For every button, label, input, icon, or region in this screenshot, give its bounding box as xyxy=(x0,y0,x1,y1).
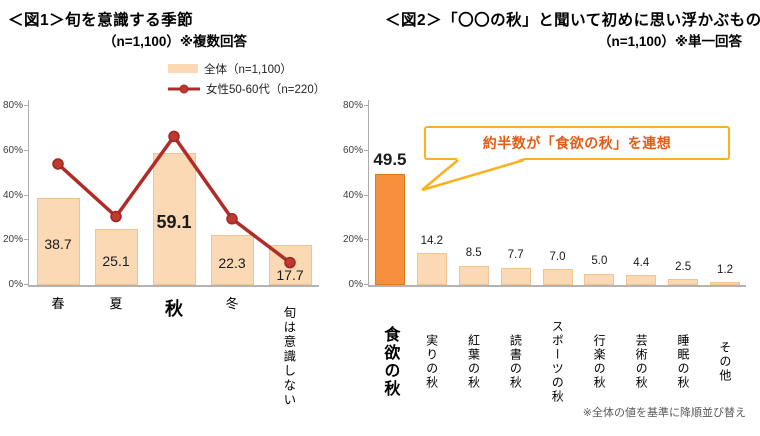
y-axis-label: 0% xyxy=(348,279,363,290)
y-axis-tick xyxy=(364,105,368,106)
y-axis-label: 0% xyxy=(8,279,23,290)
bar-value-label: 59.1 xyxy=(156,212,192,232)
y-axis-tick xyxy=(24,239,28,241)
line-point-春 xyxy=(52,158,64,170)
y-axis-label: 20% xyxy=(342,234,363,246)
callout-text: 約半数が「食欲の秋」を連想 xyxy=(482,135,672,151)
y-axis-label: 60% xyxy=(342,144,363,156)
bar-swatch-icon xyxy=(168,64,198,73)
category-label-芸術の秋: 芸術の秋 xyxy=(634,334,649,390)
y-axis-label: 60% xyxy=(2,144,23,156)
y-axis-tick xyxy=(24,149,28,151)
bar-春 xyxy=(36,198,80,285)
bar-夏 xyxy=(94,228,138,285)
legend-label-overall: 全体（n=1,100） xyxy=(204,63,292,76)
y-axis-tick xyxy=(364,149,368,151)
category-label-睡眠の秋: 睡眠の秋 xyxy=(675,334,690,390)
category-label-スポーツの秋: スポーツの秋 xyxy=(550,320,565,404)
bar-value-label: 7.0 xyxy=(549,250,566,263)
category-label-紅葉の秋: 紅葉の秋 xyxy=(466,334,481,390)
fig2-title: ＜図2＞「〇〇の秋」と聞いて初めに思い浮かぶもの xyxy=(385,12,760,29)
category-label-実りの秋: 実りの秋 xyxy=(424,334,439,390)
category-label-冬: 冬 xyxy=(225,296,239,311)
fig2-subtitle: （n=1,100）※単一回答 xyxy=(597,34,742,49)
bar-冬 xyxy=(210,235,254,285)
y-axis-tick xyxy=(364,239,368,241)
bar-value-label: 5.0 xyxy=(591,255,608,268)
bar-食欲の秋 xyxy=(374,174,405,285)
line-point-冬 xyxy=(226,213,238,225)
callout-bubble: 約半数が「食欲の秋」を連想 xyxy=(424,126,730,160)
bar-value-label: 22.3 xyxy=(218,255,246,271)
bar-行楽の秋 xyxy=(584,273,615,285)
bar-value-label: 17.7 xyxy=(276,267,304,283)
bar-読書の秋 xyxy=(500,267,531,285)
bar-芸術の秋 xyxy=(626,275,657,285)
category-label-食欲の秋: 食欲の秋 xyxy=(381,326,399,398)
y-axis-tick xyxy=(364,194,368,196)
y-axis-tick xyxy=(24,284,28,285)
bar-睡眠の秋 xyxy=(668,279,699,285)
bar-value-label: 14.2 xyxy=(420,234,444,247)
bar-value-label: 4.4 xyxy=(633,256,650,269)
category-label-旬は意識しない: 旬は意識しない xyxy=(281,306,296,408)
line-point-旬は意識しない xyxy=(284,256,296,269)
y-axis-tick xyxy=(364,284,368,285)
fig2-plot: 0% 20% 40% 60% 80% 49.5 食欲の秋 14.2 実りの秋 8.5 紅葉の秋 7.7… xyxy=(343,100,746,404)
fig1-legend: 全体（n=1,100） 女性50-60代（n=220） xyxy=(168,61,325,101)
line-marker-swatch-icon xyxy=(168,84,200,93)
y-axis-tick xyxy=(24,194,28,196)
legend-label-female50-60: 女性50-60代（n=220） xyxy=(206,83,326,96)
line-point-夏 xyxy=(110,210,122,223)
category-label-その他: その他 xyxy=(717,341,732,383)
bar-スポーツの秋 xyxy=(542,269,573,285)
category-label-夏: 夏 xyxy=(109,296,123,311)
bar-その他 xyxy=(710,282,741,285)
bar-実りの秋 xyxy=(416,253,447,285)
line-series-female50-60 xyxy=(52,130,296,269)
bar-value-label: 8.5 xyxy=(465,247,482,260)
bar-value-label: 25.1 xyxy=(102,253,130,269)
y-axis-label: 80% xyxy=(2,100,23,111)
bar-value-label: 1.2 xyxy=(717,263,734,276)
legend-item-overall: 全体（n=1,100） xyxy=(168,61,325,76)
y-axis-label: 40% xyxy=(2,189,23,201)
callout-tail xyxy=(421,158,525,192)
legend-item-female50-60: 女性50-60代（n=220） xyxy=(168,81,325,96)
fig1-title: ＜図1＞旬を意識する季節 xyxy=(8,12,194,29)
fig1-subtitle: （n=1,100）※複数回答 xyxy=(102,34,248,49)
y-axis-label: 40% xyxy=(342,189,363,201)
category-label-読書の秋: 読書の秋 xyxy=(508,334,523,390)
y-axis-tick xyxy=(24,105,28,106)
y-axis-label: 80% xyxy=(342,100,363,111)
y-axis-label: 20% xyxy=(2,234,23,246)
bar-value-label: 38.7 xyxy=(44,236,72,252)
bar-value-label: 2.5 xyxy=(675,260,692,273)
footnote: ※全体の値を基準に降順並び替え xyxy=(582,407,746,419)
category-label-秋: 秋 xyxy=(165,299,183,319)
line-point-秋 xyxy=(168,130,180,143)
bar-秋 xyxy=(152,152,196,285)
bar-value-label: 7.7 xyxy=(507,249,524,262)
category-label-春: 春 xyxy=(51,296,65,311)
fig1-plot: 0% 20% 40% 60% 80% 38.7 25.1 59.1 22.3 17.7 春 夏 秋 冬旬は… xyxy=(3,100,319,408)
category-label-行楽の秋: 行楽の秋 xyxy=(592,334,607,390)
bar-紅葉の秋 xyxy=(458,265,489,285)
bar-value-label: 49.5 xyxy=(373,150,407,170)
